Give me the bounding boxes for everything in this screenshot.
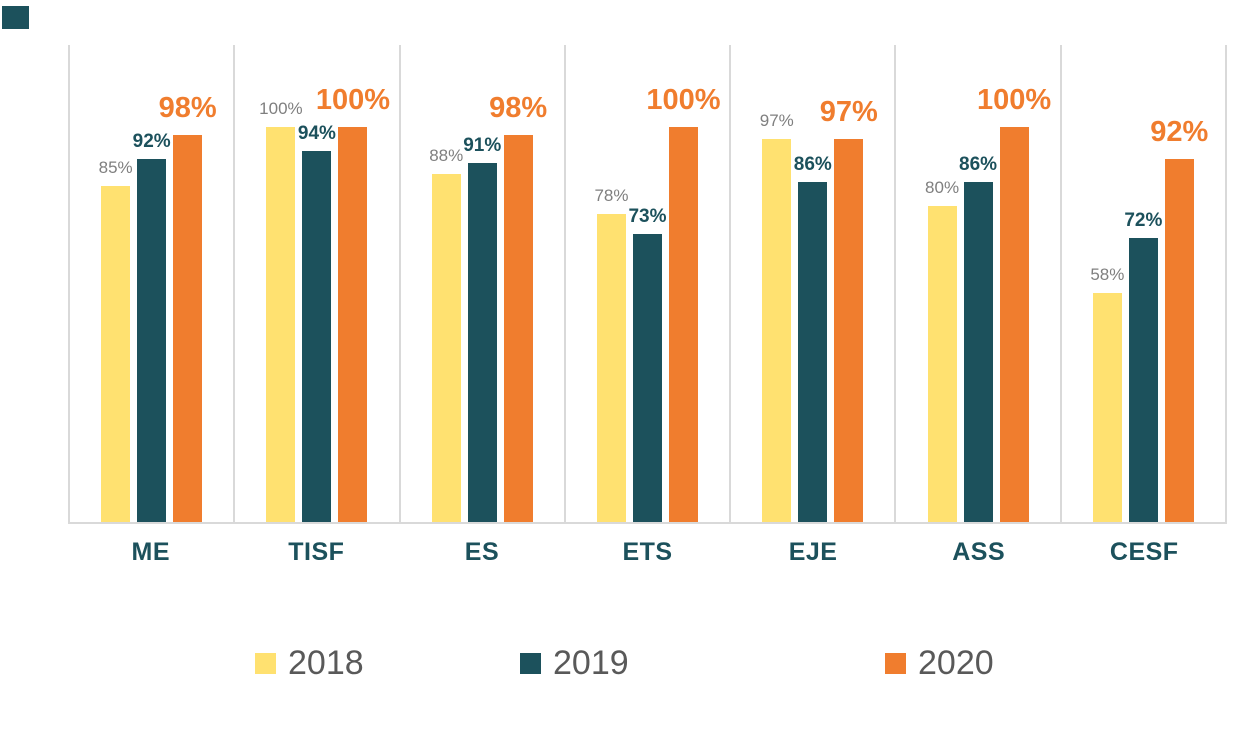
value-label-2018-EJE: 97%: [759, 110, 794, 130]
bar-2018-EJE: 97%: [760, 112, 794, 522]
bar-2018-CESF: 58%: [1090, 266, 1124, 522]
value-label-2018-CESF: 58%: [1090, 264, 1125, 284]
category-panel-ETS: 78% 73% 100%: [563, 45, 729, 522]
chart-legend: 2018 2019 2020: [0, 645, 1250, 681]
category-label-ASS: ASS: [952, 538, 1006, 566]
bar-2018-TISF: 100%: [259, 100, 303, 522]
legend-swatch-2020: [885, 652, 906, 674]
legend-label-2019: 2019: [553, 644, 629, 682]
value-label-2020-TISF: 100%: [315, 84, 391, 116]
value-label-2018-ASS: 80%: [925, 178, 960, 197]
bar-2019-ASS: 86%: [959, 155, 997, 522]
bar-2019-ETS: 73%: [628, 207, 667, 522]
legend-label-2018: 2018: [288, 644, 364, 682]
category-label-TISF: TISF: [288, 538, 345, 566]
value-label-2018-TISF: 100%: [259, 99, 303, 118]
bar-2019-TISF: 94%: [298, 124, 336, 522]
value-label-2019-EJE: 86%: [793, 154, 832, 176]
legend-swatch-2019: [520, 652, 541, 674]
bar-2019-ME: 92%: [133, 132, 171, 522]
value-label-2020-CESF: 92%: [1150, 115, 1209, 148]
bar-2019-CESF: 72%: [1124, 211, 1162, 522]
value-label-2018-ETS: 78%: [594, 185, 629, 205]
bar-2020-EJE: 97%: [820, 97, 878, 522]
value-label-2020-EJE: 97%: [819, 95, 878, 128]
legend-item-2019: 2019: [520, 645, 629, 681]
value-label-2020-ES: 98%: [489, 91, 548, 124]
bar-2020-ASS: 100%: [977, 86, 1051, 522]
category-panel-EJE: 97% 86% 97%: [729, 45, 894, 522]
value-label-2019-ASS: 86%: [959, 154, 998, 176]
value-label-2018-ME: 85%: [98, 158, 133, 178]
category-label-ME: ME: [131, 538, 171, 566]
category-panel-CESF: 58% 72% 92%: [1059, 45, 1227, 522]
value-label-2019-CESF: 72%: [1124, 209, 1163, 231]
value-label-2020-ETS: 100%: [646, 84, 721, 116]
value-label-2019-ES: 91%: [463, 134, 502, 156]
corner-accent-mark: [2, 6, 29, 29]
value-label-2020-ASS: 100%: [976, 84, 1052, 116]
category-axis: ME TISF ES ETS EJE ASS CESF: [68, 538, 1227, 567]
legend-item-2020: 2020: [885, 645, 994, 681]
category-label-ES: ES: [464, 538, 500, 566]
category-panel-ASS: 80% 86% 100%: [894, 45, 1059, 522]
legend-swatch-2018: [255, 652, 276, 674]
category-label-EJE: EJE: [788, 538, 838, 566]
bar-2018-ES: 88%: [429, 147, 463, 522]
category-label-ETS: ETS: [622, 538, 673, 566]
bar-2020-CESF: 92%: [1150, 117, 1208, 522]
plot-area: 85% 92% 98% 100% 94% 100% 88% 91% 98% 78% 73% 100% 9…: [68, 45, 1227, 524]
category-panel-ME: 85% 92% 98%: [68, 45, 233, 522]
bar-2020-ME: 98%: [159, 93, 217, 522]
category-label-CESF: CESF: [1109, 538, 1179, 566]
value-label-2019-TISF: 94%: [297, 122, 336, 144]
value-label-2018-ES: 88%: [429, 146, 464, 166]
value-label-2020-ME: 98%: [158, 91, 217, 124]
category-panel-TISF: 100% 94% 100%: [233, 45, 398, 522]
bar-2020-ETS: 100%: [646, 86, 721, 522]
bar-2019-ES: 91%: [463, 136, 501, 522]
bar-2018-ME: 85%: [99, 159, 133, 522]
bar-2018-ETS: 78%: [594, 187, 629, 522]
legend-item-2018: 2018: [255, 645, 364, 681]
legend-label-2020: 2020: [918, 644, 994, 682]
bar-2018-ASS: 80%: [925, 179, 959, 522]
value-label-2019-ME: 92%: [132, 130, 171, 152]
bar-2020-TISF: 100%: [316, 86, 390, 522]
bar-2020-ES: 98%: [489, 93, 547, 522]
category-panel-ES: 88% 91% 98%: [398, 45, 564, 522]
value-label-2019-ETS: 73%: [628, 205, 667, 227]
bar-2019-EJE: 86%: [794, 155, 832, 522]
